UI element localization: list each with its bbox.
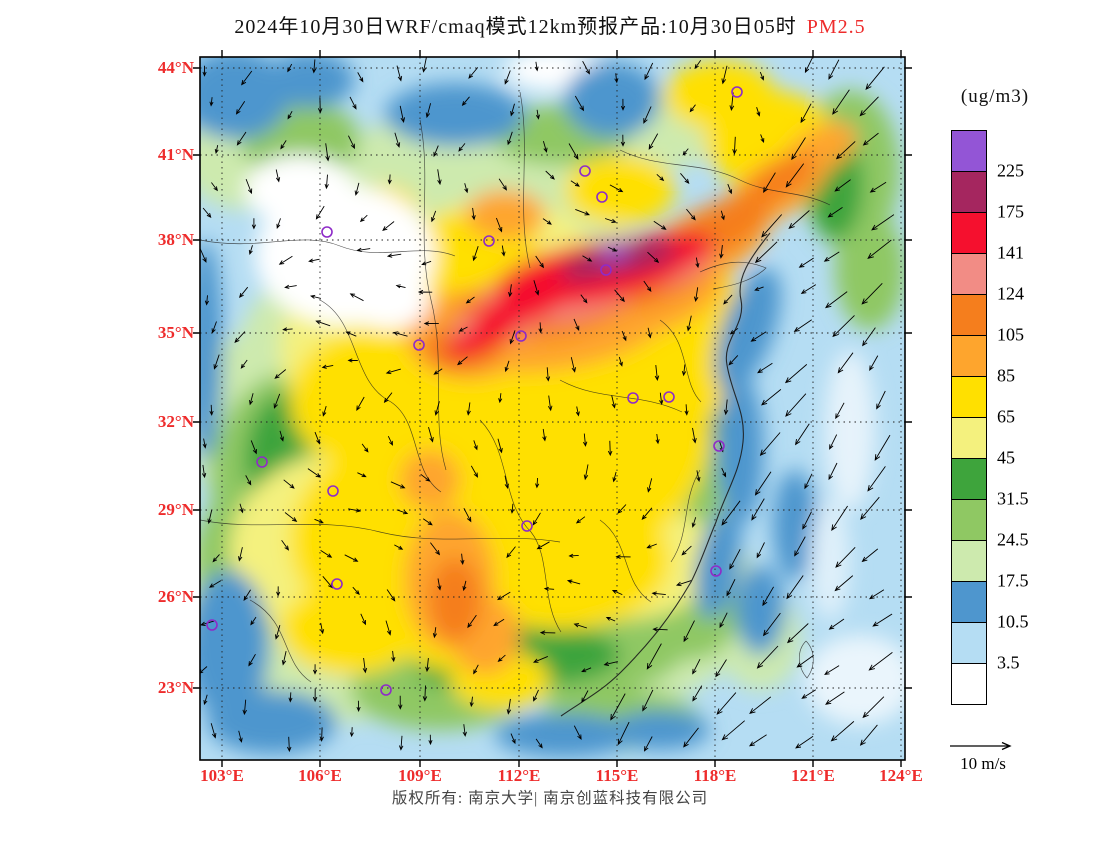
colorbar: 225 175 141 124 105 85 65 45 31.5 24.5 17.5 10.5 3.5: [951, 130, 1061, 705]
boundary-line: [559, 379, 683, 413]
colorbar-block: [951, 130, 987, 172]
page-title: 2024年10月30日WRF/cmaq模式12km预报产品:10月30日05时 P…: [0, 10, 1100, 39]
boundary-line: [799, 640, 814, 679]
boundary-line: [670, 469, 701, 563]
city-marker: [713, 440, 725, 452]
colorbar-tick-label: 24.5: [997, 529, 1029, 550]
lat-label: 35°N: [157, 323, 194, 342]
city-marker: [521, 520, 533, 532]
colorbar-block: [951, 294, 987, 336]
lat-label: 32°N: [157, 412, 194, 431]
colorbar-tick-label: 141: [997, 242, 1024, 263]
pollution-field: [200, 57, 905, 760]
lon-label: 112°E: [497, 766, 541, 785]
colorbar-block: [951, 581, 987, 623]
wind-scale-label: 10 m/s: [960, 754, 1006, 773]
map-frame: [199, 56, 906, 761]
city-marker: [483, 235, 495, 247]
species-label: PM2.5: [806, 16, 866, 38]
colorbar-tick-label: 3.5: [997, 652, 1020, 673]
colorbar-tick-label: 31.5: [997, 488, 1029, 509]
city-marker: [256, 456, 268, 468]
lon-label: 109°E: [398, 766, 442, 785]
colorbar-tick-label: 45: [997, 447, 1015, 468]
colorbar-tick-label: 10.5: [997, 611, 1029, 632]
boundary-line: [200, 519, 561, 543]
lat-label: 38°N: [157, 230, 194, 249]
boundary-line: [659, 319, 702, 403]
city-marker: [206, 619, 218, 631]
city-marker: [413, 339, 425, 351]
colorbar-unit: (ug/m3): [960, 86, 1030, 107]
boundary-line: [599, 519, 652, 603]
colorbar-block: [951, 376, 987, 418]
copyright-footer: 版权所有: 南京大学| 南京创蓝科技有限公司: [391, 790, 709, 807]
city-marker: [321, 226, 333, 238]
city-marker: [710, 565, 722, 577]
colorbar-block: [951, 253, 987, 295]
coastline: [560, 232, 771, 717]
city-marker: [627, 392, 639, 404]
lat-label: 23°N: [157, 678, 194, 697]
city-marker: [327, 485, 339, 497]
city-marker: [515, 330, 527, 342]
city-marker: [331, 578, 343, 590]
lat-label: 41°N: [157, 145, 194, 164]
lat-label: 26°N: [157, 587, 194, 606]
lon-label: 103°E: [200, 766, 244, 785]
graticule: [200, 57, 905, 760]
colorbar-block: [951, 663, 987, 705]
boundary-line: [519, 91, 531, 269]
colorbar-block: [951, 417, 987, 459]
city-marker: [731, 86, 743, 98]
colorbar-block: [951, 171, 987, 213]
boundary-line: [249, 599, 312, 683]
lon-label: 106°E: [298, 766, 342, 785]
city-marker: [663, 391, 675, 403]
colorbar-tick-label: 85: [997, 365, 1015, 386]
city-marker: [579, 165, 591, 177]
lon-label: 121°E: [791, 766, 835, 785]
boundary-line: [319, 299, 442, 493]
city-marker: [600, 264, 612, 276]
colorbar-tick-label: 124: [997, 283, 1024, 304]
boundary-line: [419, 119, 447, 471]
lon-label: 124°E: [879, 766, 923, 785]
boundary-line: [479, 419, 562, 633]
lon-label: 118°E: [693, 766, 737, 785]
colorbar-tick-label: 17.5: [997, 570, 1029, 591]
lat-label: 44°N: [157, 58, 194, 77]
axis-ticks: [193, 50, 912, 767]
colorbar-block: [951, 458, 987, 500]
city-marker: [596, 191, 608, 203]
wind-scale-arrow: [950, 741, 1012, 751]
lon-label: 115°E: [595, 766, 639, 785]
boundary-line: [619, 149, 831, 206]
title-text: 2024年10月30日WRF/cmaq模式12km预报产品:10月30日05时: [234, 16, 797, 38]
lat-label: 29°N: [157, 500, 194, 519]
colorbar-tick-label: 225: [997, 160, 1024, 181]
wind-vectors: [200, 57, 895, 753]
city-marker: [380, 684, 392, 696]
province-boundaries: [200, 91, 831, 717]
colorbar-tick-label: 105: [997, 324, 1024, 345]
colorbar-block: [951, 622, 987, 664]
city-markers: [206, 86, 743, 696]
colorbar-block: [951, 335, 987, 377]
boundary-line: [699, 261, 767, 290]
colorbar-tick-label: 175: [997, 201, 1024, 222]
colorbar-block: [951, 212, 987, 254]
colorbar-block: [951, 499, 987, 541]
colorbar-block: [951, 540, 987, 582]
colorbar-tick-label: 65: [997, 406, 1015, 427]
